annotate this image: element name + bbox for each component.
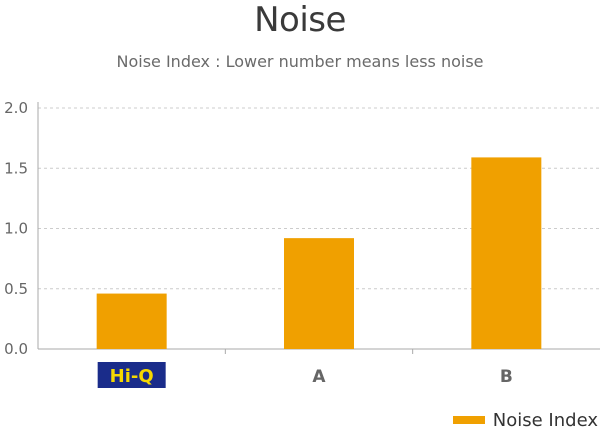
chart-title: Noise [254,0,346,40]
y-tick-label: 1.5 [4,159,28,177]
legend: Noise Index [452,408,598,432]
bar-b [471,157,542,349]
x-category-label: Hi-Q [110,366,154,387]
bar-hi-q [96,293,167,349]
y-tick-label: 1.0 [4,220,28,238]
hi-q-logo [97,362,166,388]
x-category-label: A [312,367,326,387]
y-tick-label: 0.5 [4,280,28,298]
legend-swatch [452,416,485,424]
x-category-label: B [500,367,513,387]
chart-subtitle: Noise Index : Lower number means less no… [116,52,484,71]
bar-a [284,238,354,349]
y-tick-label: 2.0 [4,99,28,117]
y-tick-label: 0.0 [4,340,28,358]
legend-label: Noise Index [492,409,598,431]
